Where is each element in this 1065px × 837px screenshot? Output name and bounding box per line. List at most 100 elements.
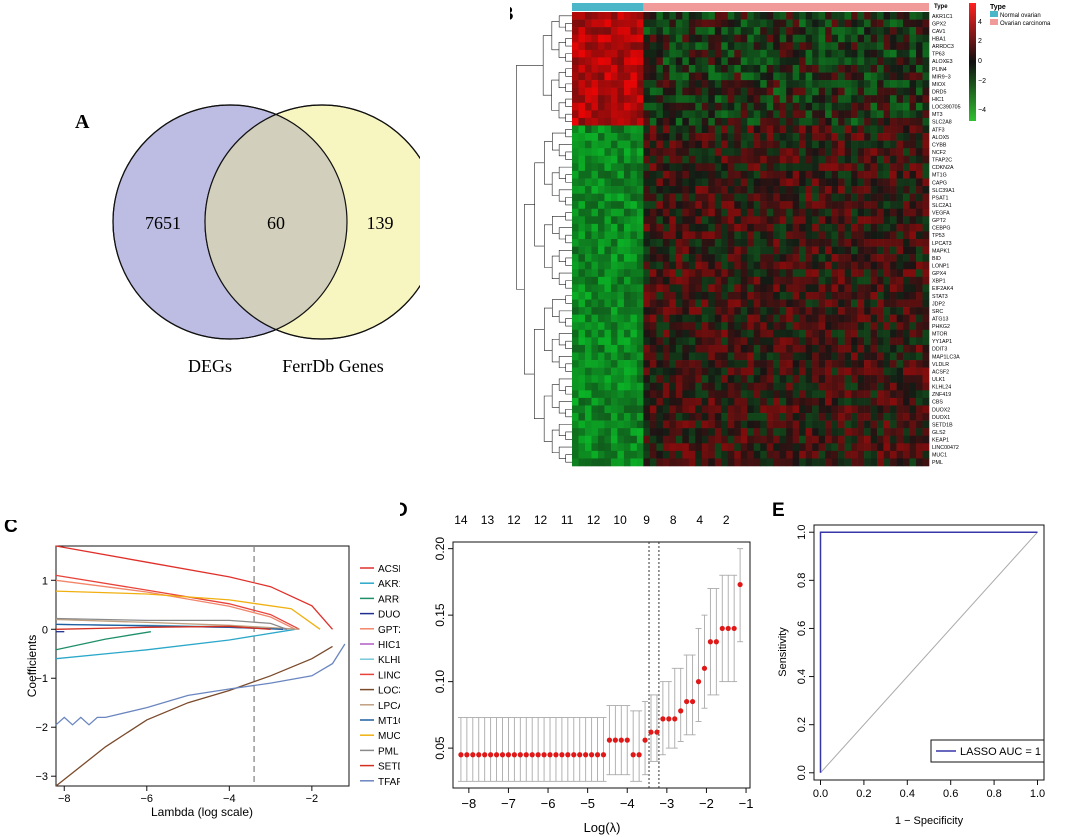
heatmap-cell: [909, 322, 917, 331]
heatmap-cell: [740, 49, 748, 58]
heatmap-cell: [864, 223, 871, 232]
heatmap-cell: [597, 186, 605, 194]
heatmap-cell: [831, 322, 839, 331]
heatmap-cell: [688, 284, 696, 293]
heatmap-cell: [890, 246, 897, 255]
heatmap-cell: [578, 246, 586, 255]
heatmap-cell: [597, 344, 605, 353]
heatmap-cell: [610, 34, 618, 43]
heatmap-cell: [812, 64, 819, 73]
heatmap-cell: [844, 110, 852, 119]
heatmap-cell: [708, 110, 716, 119]
heatmap-cell: [851, 261, 858, 270]
heatmap-cell: [903, 87, 910, 96]
heatmap-cell: [584, 95, 592, 104]
heatmap-cell: [896, 208, 904, 217]
heatmap-cell: [857, 344, 865, 353]
heatmap-cell: [916, 231, 923, 240]
heatmap-cell: [669, 329, 677, 338]
heatmap-cell: [649, 239, 657, 247]
heatmap-cell: [766, 12, 774, 20]
heatmap-cell: [773, 450, 781, 459]
dendrogram-branch: [565, 23, 572, 32]
heatmap-cell: [578, 42, 586, 51]
heatmap-cell: [623, 413, 631, 421]
heatmap-cell: [818, 239, 826, 247]
heatmap-cell: [799, 420, 806, 429]
heatmap-cell: [844, 329, 852, 338]
heatmap-cell: [916, 223, 923, 232]
heatmap-cell: [760, 201, 768, 210]
heatmap-cell: [831, 352, 839, 361]
heatmap-cell: [903, 102, 910, 111]
heatmap-cell: [688, 239, 696, 247]
heatmap-cell: [851, 375, 858, 384]
heatmap-cell: [572, 269, 579, 278]
heatmap-cell: [623, 435, 631, 444]
heatmap-cell: [805, 307, 813, 315]
heatmap-cell: [818, 19, 826, 28]
heatmap-cell: [617, 360, 625, 368]
gene-label: DDIT3: [932, 347, 947, 353]
e-ytick-label: 1.0: [796, 525, 808, 540]
d-top-tick-label: 14: [454, 513, 468, 527]
heatmap-cell: [669, 231, 677, 240]
heatmap-cell: [721, 443, 729, 452]
heatmap-cell: [604, 322, 612, 331]
heatmap-cell: [688, 291, 696, 300]
heatmap-cell: [714, 307, 722, 315]
heatmap-cell: [662, 216, 670, 225]
heatmap-cell: [896, 367, 904, 376]
heatmap-cell: [890, 57, 897, 66]
heatmap-cell: [799, 337, 806, 346]
heatmap-cell: [643, 170, 651, 179]
heatmap-cell: [636, 155, 644, 164]
heatmap-cell: [630, 208, 638, 217]
heatmap-cell: [903, 140, 910, 149]
heatmap-cell: [604, 140, 612, 149]
dendrogram-branch: [543, 395, 553, 442]
heatmap-cell: [831, 95, 839, 104]
heatmap-cell: [818, 186, 826, 194]
gene-label: TFAP2C: [932, 158, 952, 164]
heatmap-cell: [643, 231, 651, 240]
legend-swatch-normal: [990, 11, 998, 17]
heatmap-cell: [572, 344, 579, 353]
heatmap-cell: [617, 208, 625, 217]
heatmap-cell: [753, 125, 761, 134]
heatmap-cell: [903, 186, 910, 194]
heatmap-cell: [747, 80, 755, 88]
heatmap-cell: [877, 140, 884, 149]
heatmap-cell: [662, 443, 670, 452]
heatmap-cell: [922, 42, 930, 51]
heatmap-cell: [597, 360, 605, 368]
heatmap-cell: [766, 125, 774, 134]
heatmap-cell: [922, 208, 930, 217]
heatmap-cell: [857, 329, 865, 338]
heatmap-cell: [825, 269, 832, 278]
heatmap-cell: [812, 314, 819, 323]
heatmap-cell: [617, 193, 625, 202]
heatmap-cell: [649, 102, 657, 111]
heatmap-cell: [805, 34, 813, 43]
heatmap-cell: [708, 284, 716, 293]
heatmap-cell: [688, 322, 696, 331]
d-point: [565, 752, 571, 758]
heatmap-cell: [877, 314, 884, 323]
heatmap-cell: [877, 231, 884, 240]
heatmap-cell: [695, 458, 703, 467]
heatmap-cell: [870, 72, 878, 81]
heatmap-cell: [636, 284, 644, 293]
heatmap-cell: [753, 458, 761, 467]
heatmap-cell: [630, 307, 638, 315]
heatmap-cell: [740, 117, 748, 126]
heatmap-cell: [766, 155, 774, 164]
heatmap-cell: [922, 110, 930, 119]
heatmap-cell: [812, 80, 819, 88]
heatmap-cell: [688, 344, 696, 353]
heatmap-cell: [572, 390, 579, 399]
heatmap-cell: [675, 133, 683, 141]
heatmap-cell: [695, 117, 703, 126]
heatmap-cell: [922, 450, 930, 459]
heatmap-cell: [825, 186, 832, 194]
